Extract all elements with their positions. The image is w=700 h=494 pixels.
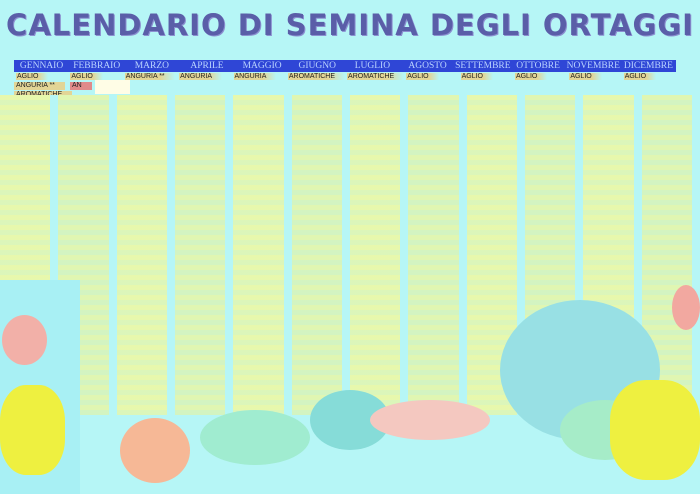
cell: ANGURIA bbox=[177, 73, 231, 81]
cell: AN bbox=[70, 82, 92, 90]
month-luglio: LUGLIO bbox=[354, 61, 391, 71]
month-novembre: NOVEMBRE bbox=[566, 61, 620, 71]
cell: AROMATICHE bbox=[14, 91, 73, 95]
month-ottobre: OTTOBRE bbox=[516, 61, 560, 71]
cell: AGLIO bbox=[459, 73, 513, 81]
cell: AROMATICHE bbox=[286, 73, 346, 81]
column bbox=[349, 95, 401, 415]
first-row: AGLIO AGLIO ANGURIA ** ANGURIA ANGURIA A… bbox=[14, 73, 676, 81]
vegetable-illustration bbox=[200, 410, 310, 465]
cell: AGLIO bbox=[404, 73, 458, 81]
column bbox=[174, 95, 226, 415]
month-giugno: GIUGNO bbox=[298, 61, 336, 71]
cell: AGLIO bbox=[513, 73, 567, 81]
month-agosto: AGOSTO bbox=[408, 61, 447, 71]
cell: AGLIO bbox=[567, 73, 621, 81]
cell: ANGURIA ** bbox=[123, 73, 177, 81]
column bbox=[116, 95, 167, 415]
month-marzo: MARZO bbox=[134, 61, 169, 71]
column bbox=[233, 95, 284, 415]
vegetable-illustration bbox=[0, 385, 65, 475]
month-dicembre: DICEMBRE bbox=[623, 61, 673, 71]
cell: AGLIO bbox=[622, 73, 676, 81]
vegetable-illustration bbox=[2, 315, 47, 365]
column bbox=[291, 95, 342, 415]
column bbox=[408, 95, 459, 415]
vegetable-illustration bbox=[120, 418, 190, 483]
vegetable-illustration bbox=[672, 285, 700, 330]
page-title: CALENDARIO DI SEMINA DEGLI ORTAGGI bbox=[6, 8, 694, 42]
cell: ANGURIA bbox=[232, 73, 286, 81]
month-maggio: MAGGIO bbox=[242, 61, 282, 71]
glitch-block bbox=[95, 80, 130, 94]
cell: AGLIO bbox=[14, 73, 68, 81]
month-aprile: APRILE bbox=[190, 61, 224, 71]
month-gennaio: GENNAIO bbox=[19, 61, 64, 71]
month-febbraio: FEBBRAIO bbox=[73, 61, 121, 71]
cell: ANGURIA ** bbox=[14, 82, 65, 90]
month-header: GENNAIO FEBBRAIO MARZO APRILE MAGGIO GIU… bbox=[14, 60, 676, 72]
cell: AGLIO bbox=[68, 73, 122, 81]
vegetable-illustration bbox=[610, 380, 700, 480]
month-settembre: SETTEMBRE bbox=[455, 61, 511, 71]
vegetable-illustration bbox=[370, 400, 490, 440]
cell: AROMATICHE bbox=[345, 73, 405, 81]
